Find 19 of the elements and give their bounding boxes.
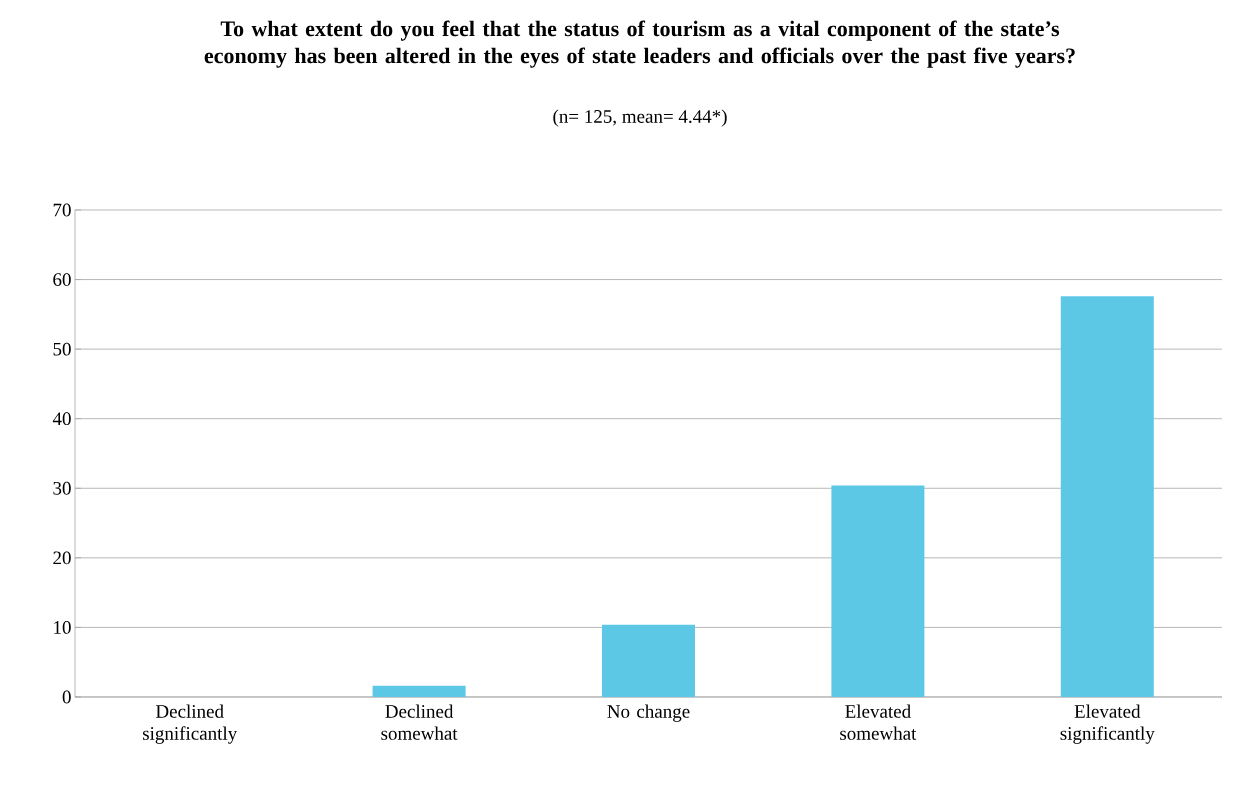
y-tick-label: 0 xyxy=(62,690,71,704)
bar xyxy=(372,685,466,697)
y-tick-label: 40 xyxy=(52,412,71,426)
x-tick-label: Elevated significantly xyxy=(1060,704,1155,744)
chart-title: To what extent do you feel that the status of tourism as a vital component of the state’s economy has been altered in the eyes of state leaders and officials over the past five years? xyxy=(204,20,1075,68)
y-tick-label: 10 xyxy=(54,621,71,634)
x-tick-label: Declined somewhat xyxy=(381,704,458,740)
y-tick-label: 20 xyxy=(53,551,71,565)
y-tick-label: 70 xyxy=(53,203,71,217)
bar xyxy=(831,485,925,697)
x-tick-label: No change xyxy=(607,704,690,722)
y-tick-label: 30 xyxy=(53,481,71,495)
bar xyxy=(1060,296,1154,697)
y-tick-label: 50 xyxy=(53,342,71,356)
x-tick-label: Declined significantly xyxy=(143,704,238,744)
x-tick-label: Elevated somewhat xyxy=(840,704,917,740)
chart-subtitle: (n= 125, mean= 4.44*) xyxy=(553,109,727,127)
bar xyxy=(602,624,695,697)
y-tick-label: 60 xyxy=(53,273,71,286)
